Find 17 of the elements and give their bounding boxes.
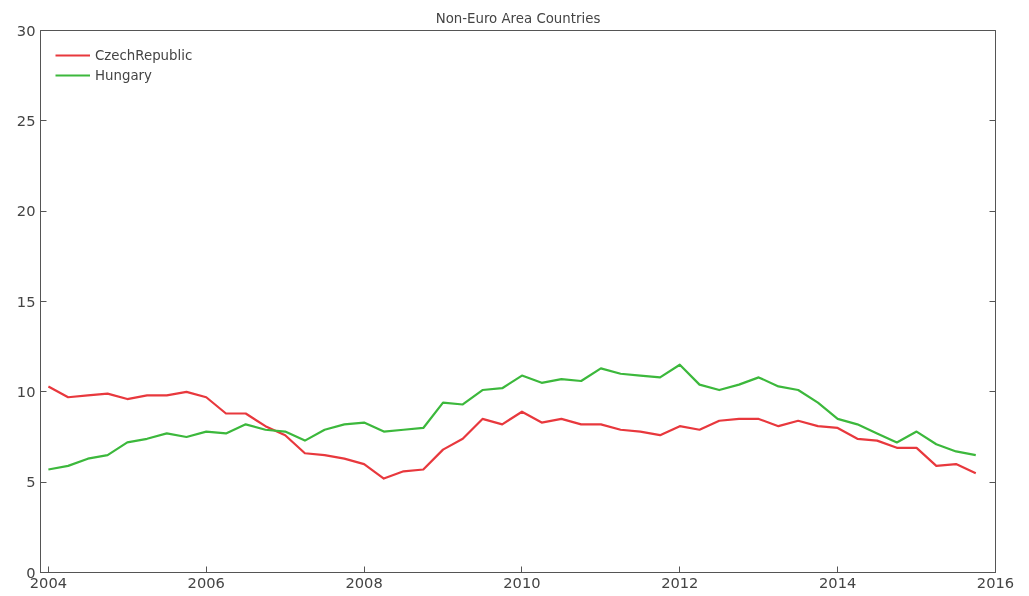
y-tick-label: 5 — [26, 473, 36, 491]
x-tick-label: 2008 — [345, 573, 383, 591]
y-tick-label: 30 — [16, 21, 36, 39]
y-tick-label: 25 — [16, 111, 36, 129]
x-tick-label: 2010 — [503, 573, 541, 591]
legend-label: CzechRepublic — [95, 47, 193, 63]
chart-title: Non-Euro Area Countries — [435, 10, 601, 26]
x-tick-label: 2006 — [187, 573, 225, 591]
line-series — [47, 385, 977, 480]
y-tick-label: 20 — [16, 202, 36, 220]
x-tick-label: 2012 — [661, 573, 699, 591]
x-tick-label: 2016 — [976, 573, 1015, 591]
y-tick-label: 10 — [16, 382, 36, 400]
legend-label: Hungary — [95, 67, 152, 83]
line-series — [47, 363, 977, 471]
x-tick-label: 2014 — [819, 573, 857, 591]
y-tick-label: 15 — [16, 292, 36, 310]
